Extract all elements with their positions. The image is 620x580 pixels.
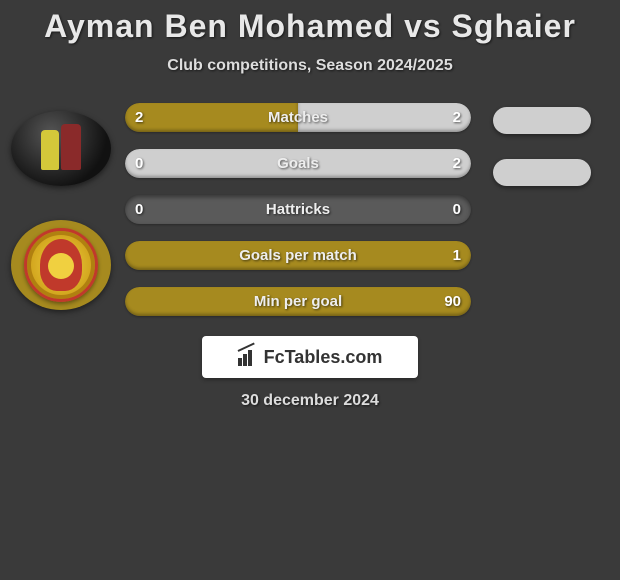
date-text: 30 december 2024 [241, 392, 379, 410]
stat-name: Min per goal [125, 287, 471, 316]
page-subtitle: Club competitions, Season 2024/2025 [0, 57, 620, 75]
main-content: 2Matches20Goals20Hattricks0Goals per mat… [0, 103, 620, 316]
stat-name: Goals per match [125, 241, 471, 270]
stat-right-value: 0 [453, 195, 461, 224]
footer: FcTables.com 30 december 2024 [0, 336, 620, 410]
chart-icon [238, 348, 258, 366]
player-silhouette [41, 124, 81, 174]
logo-text: FcTables.com [264, 347, 383, 368]
stat-bar-goals: 0Goals2 [125, 149, 471, 178]
indicator-column [483, 103, 601, 186]
indicator-oval [493, 159, 591, 186]
avatar-column [8, 103, 113, 310]
stat-right-value: 1 [453, 241, 461, 270]
stat-bar-min-per-goal: Min per goal90 [125, 287, 471, 316]
stat-bar-hattricks: 0Hattricks0 [125, 195, 471, 224]
stat-right-value: 2 [453, 149, 461, 178]
comparison-widget: Ayman Ben Mohamed vs Sghaier Club compet… [0, 0, 620, 410]
stat-right-value: 2 [453, 103, 461, 132]
stat-name: Matches [125, 103, 471, 132]
stat-name: Goals [125, 149, 471, 178]
stat-right-value: 90 [444, 287, 461, 316]
player-photo-1 [11, 111, 111, 186]
stats-bars: 2Matches20Goals20Hattricks0Goals per mat… [125, 103, 471, 316]
team-badge-icon [24, 228, 98, 302]
indicator-oval [493, 107, 591, 134]
stat-bar-goals-per-match: Goals per match1 [125, 241, 471, 270]
team-badge-2 [11, 220, 111, 310]
fctables-logo[interactable]: FcTables.com [202, 336, 418, 378]
stat-name: Hattricks [125, 195, 471, 224]
page-title: Ayman Ben Mohamed vs Sghaier [0, 8, 620, 45]
stat-bar-matches: 2Matches2 [125, 103, 471, 132]
